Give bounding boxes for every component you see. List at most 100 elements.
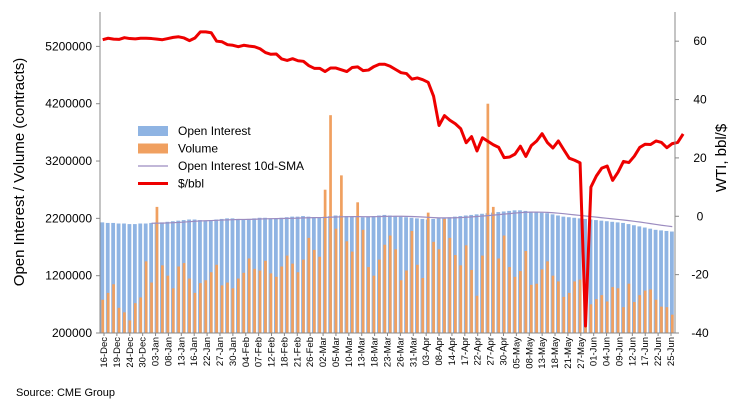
volume-bar bbox=[350, 251, 354, 333]
volume-bar bbox=[182, 263, 186, 333]
volume-bar bbox=[486, 103, 490, 334]
volume-bar bbox=[101, 299, 105, 333]
x-tick-label: 27-Jan bbox=[215, 337, 226, 366]
x-tick-label: 13-Mar bbox=[357, 337, 368, 367]
legend-label: $/bbl bbox=[178, 177, 204, 191]
volume-bar bbox=[388, 235, 392, 333]
volume-bar bbox=[524, 251, 528, 333]
volume-bar bbox=[356, 202, 360, 333]
open-interest-bar bbox=[659, 230, 663, 333]
x-tick-label: 07-Feb bbox=[254, 337, 265, 367]
volume-bar bbox=[502, 235, 506, 333]
open-interest-bar bbox=[632, 225, 636, 333]
volume-bar bbox=[519, 271, 522, 333]
open-interest-bar bbox=[187, 219, 191, 333]
volume-bar bbox=[594, 299, 598, 333]
volume-bar bbox=[329, 115, 332, 334]
open-interest-bar bbox=[556, 215, 560, 333]
volume-bar bbox=[654, 299, 658, 333]
x-tick-label: 30-Apr bbox=[498, 337, 509, 366]
volume-bar bbox=[508, 267, 511, 333]
series-lines bbox=[102, 30, 685, 328]
volume-bar bbox=[323, 189, 327, 333]
volume-bar bbox=[649, 289, 652, 333]
volume-bar bbox=[513, 276, 517, 333]
x-tick-label: 27-May bbox=[576, 337, 587, 369]
x-tick-label: 16-Jan bbox=[189, 337, 200, 366]
volume-bar bbox=[562, 296, 566, 333]
volume-bar bbox=[312, 249, 316, 333]
volume-bar bbox=[589, 304, 593, 333]
x-tick-label: 01-Jun bbox=[589, 337, 600, 366]
volume-bar bbox=[459, 265, 463, 333]
left-tick-label: 200000 bbox=[52, 326, 92, 340]
x-tick-label: 08-Apr bbox=[434, 337, 445, 366]
volume-bar bbox=[546, 261, 549, 333]
open-interest-bar bbox=[566, 217, 571, 333]
x-tick-label: 12-Feb bbox=[267, 337, 278, 367]
x-tick-label: 04-Jun bbox=[602, 337, 613, 366]
open-interest-bar bbox=[594, 220, 598, 333]
open-interest-bar bbox=[621, 222, 625, 333]
open-interest-bar bbox=[528, 211, 533, 333]
volume-bar bbox=[177, 266, 181, 333]
open-interest-bar bbox=[626, 224, 631, 333]
volume-bar bbox=[415, 264, 419, 333]
volume-bar bbox=[231, 288, 235, 333]
x-tick-label: 25-Jun bbox=[666, 337, 677, 366]
volume-bar bbox=[318, 256, 322, 333]
x-tick-label: 21-May bbox=[563, 337, 574, 369]
legend-label: Open Interest 10d-SMA bbox=[178, 159, 304, 173]
volume-bar bbox=[605, 301, 609, 333]
x-tick-label: 30-Dec bbox=[138, 337, 149, 368]
x-tick-label: 03-Jan bbox=[151, 337, 162, 366]
volume-bar bbox=[296, 272, 300, 333]
volume-bar bbox=[253, 268, 256, 333]
open-interest-bar bbox=[550, 214, 555, 333]
left-tick-label: 2200000 bbox=[45, 211, 92, 225]
volume-bar bbox=[340, 175, 343, 333]
volume-bar bbox=[600, 295, 604, 333]
volume-bar bbox=[236, 278, 240, 333]
open-interest-bar bbox=[398, 216, 403, 333]
x-tick-label: 12-Jun bbox=[627, 337, 638, 366]
volume-bar bbox=[258, 270, 262, 333]
volume-bar bbox=[578, 279, 582, 333]
x-tick-label: 14-Apr bbox=[447, 337, 458, 366]
legend-label: Volume bbox=[178, 142, 218, 156]
volume-bar bbox=[274, 276, 278, 333]
volume-bar bbox=[367, 267, 370, 333]
open-interest-bar bbox=[219, 218, 224, 333]
x-tick-label: 04-Feb bbox=[241, 337, 252, 367]
volume-bar bbox=[535, 283, 539, 333]
left-axis-ticks: 200000 1200000 2200000 3200000 4200000 520000… bbox=[45, 39, 100, 340]
open-interest-bar bbox=[236, 218, 240, 333]
volume-bar bbox=[334, 228, 338, 333]
volume-bars bbox=[101, 103, 674, 334]
x-tick-label: 17-Apr bbox=[460, 337, 471, 366]
open-interest-bar bbox=[604, 221, 609, 333]
volume-bar bbox=[616, 288, 620, 333]
right-tick-label: 0 bbox=[697, 209, 704, 223]
open-interest-bar bbox=[474, 214, 479, 333]
open-interest-bar bbox=[599, 220, 604, 333]
open-interest-bar bbox=[512, 210, 517, 333]
volume-bar bbox=[660, 306, 663, 333]
x-tick-label: 30-Jan bbox=[228, 337, 239, 366]
volume-bar bbox=[421, 277, 425, 333]
volume-bar bbox=[383, 244, 387, 333]
volume-bar bbox=[464, 245, 468, 333]
volume-bar bbox=[150, 282, 153, 333]
x-tick-label: 18-May bbox=[550, 337, 561, 369]
right-axis-title: WTI, bbl/$ bbox=[713, 123, 730, 192]
x-tick-label: 02-Mar bbox=[318, 337, 329, 367]
volume-bar bbox=[405, 270, 408, 333]
x-tick-label: 13-Jan bbox=[176, 337, 187, 366]
left-tick-label: 3200000 bbox=[45, 154, 92, 168]
legend-label: Open Interest bbox=[178, 124, 251, 138]
volume-bar bbox=[215, 264, 218, 333]
volume-bar bbox=[399, 280, 403, 333]
volume-bar bbox=[497, 258, 501, 333]
x-tick-label: 03-Apr bbox=[421, 337, 432, 366]
volume-bar bbox=[475, 295, 479, 333]
